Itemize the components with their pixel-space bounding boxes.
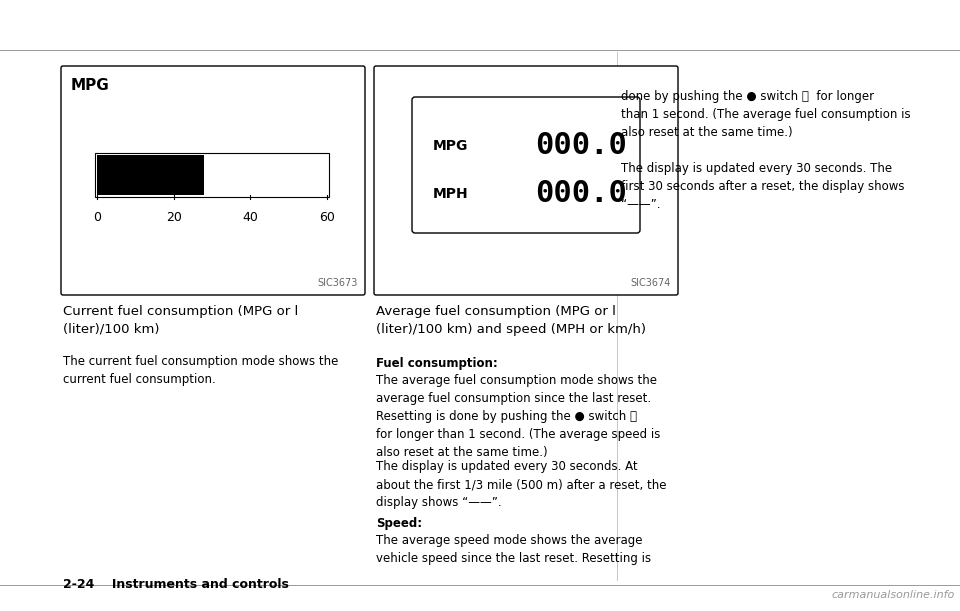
Text: 40: 40 bbox=[243, 211, 258, 224]
Text: The display is updated every 30 seconds. At
about the first 1/3 mile (500 m) aft: The display is updated every 30 seconds.… bbox=[376, 460, 666, 509]
Text: Current fuel consumption (MPG or l
(liter)/100 km): Current fuel consumption (MPG or l (lite… bbox=[63, 305, 299, 335]
Text: 0: 0 bbox=[93, 211, 101, 224]
Text: Average fuel consumption (MPG or l
(liter)/100 km) and speed (MPH or km/h): Average fuel consumption (MPG or l (lite… bbox=[376, 305, 646, 335]
Text: 000.0: 000.0 bbox=[535, 131, 627, 160]
Text: 60: 60 bbox=[319, 211, 335, 224]
Text: SIC3674: SIC3674 bbox=[631, 278, 671, 288]
Text: Fuel consumption:: Fuel consumption: bbox=[376, 357, 497, 370]
Text: 000.0: 000.0 bbox=[535, 179, 627, 208]
Text: MPG: MPG bbox=[71, 78, 109, 93]
Text: done by pushing the ● switch Ⓑ  for longer
than 1 second. (The average fuel cons: done by pushing the ● switch Ⓑ for longe… bbox=[621, 90, 911, 211]
FancyBboxPatch shape bbox=[412, 97, 640, 233]
FancyBboxPatch shape bbox=[61, 66, 365, 295]
Text: The average fuel consumption mode shows the
average fuel consumption since the l: The average fuel consumption mode shows … bbox=[376, 374, 660, 459]
Text: Speed:: Speed: bbox=[376, 517, 422, 530]
Bar bbox=[97, 155, 204, 195]
Text: The average speed mode shows the average
vehicle speed since the last reset. Res: The average speed mode shows the average… bbox=[376, 534, 651, 565]
Text: The current fuel consumption mode shows the
current fuel consumption.: The current fuel consumption mode shows … bbox=[63, 355, 338, 386]
Text: MPH: MPH bbox=[433, 186, 468, 200]
Text: 20: 20 bbox=[166, 211, 181, 224]
Text: carmanualsonline.info: carmanualsonline.info bbox=[831, 590, 955, 600]
Text: SIC3673: SIC3673 bbox=[318, 278, 358, 288]
Bar bbox=[95, 153, 329, 197]
Text: 2-24    Instruments and controls: 2-24 Instruments and controls bbox=[63, 578, 289, 591]
FancyBboxPatch shape bbox=[374, 66, 678, 295]
Text: MPG: MPG bbox=[433, 139, 468, 153]
